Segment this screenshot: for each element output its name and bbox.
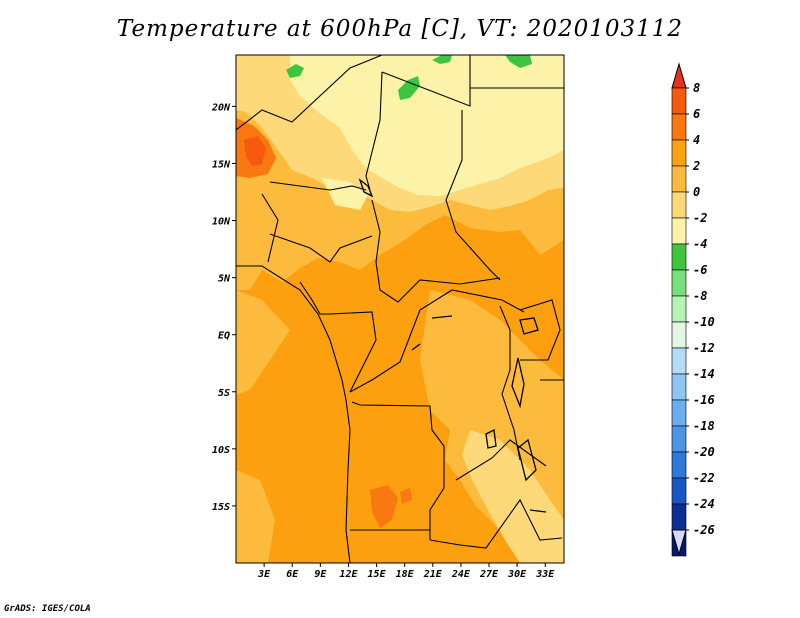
colorbar-label: -18 (693, 419, 715, 433)
latitude-axis: 20N 15N 10N 5N EQ 5S 10S 15S (211, 102, 236, 513)
field-neg2-to-0-se (462, 430, 564, 563)
colorbar-label: -6 (693, 263, 707, 277)
colorbar-label: -8 (693, 289, 707, 303)
colorbar-label: -4 (693, 237, 707, 251)
field-0-to-2-west (236, 290, 290, 395)
map-frame (235, 54, 565, 564)
colorbar-segment (671, 191, 687, 219)
colorbar-bottom-arrow (671, 529, 687, 556)
colorbar-segment (671, 399, 687, 427)
lon-tick-label: 18E (396, 569, 415, 580)
field-neg6-green-1 (286, 64, 304, 78)
lon-tick-label: 12E (339, 569, 358, 580)
colorbar-segment (671, 165, 687, 193)
lat-tick-label: 15S (212, 502, 230, 513)
colorbar-segment (671, 243, 687, 271)
colorbar-label: -20 (693, 445, 715, 459)
lat-tick-label: 10S (212, 445, 230, 456)
country-borders (236, 55, 564, 563)
field-6-to-8 (244, 136, 266, 166)
lon-tick-label: 27E (479, 569, 499, 580)
colorbar-segment (671, 425, 687, 453)
field-neg4-to-neg2 (290, 55, 564, 196)
field-0-to-2-sw (236, 470, 275, 563)
colorbar-label: 8 (693, 81, 700, 95)
lon-tick-label: 15E (368, 569, 387, 580)
chart-title: Temperature at 600hPa [C], VT: 202010311… (116, 16, 684, 42)
colorbar-label: -16 (693, 393, 715, 407)
lon-tick-label: 30E (507, 569, 527, 580)
colorbar-segment (671, 373, 687, 401)
colorbar-segment (671, 87, 687, 115)
lat-tick-label: 10N (212, 217, 231, 228)
lon-tick-label: 21E (423, 569, 443, 580)
lat-tick-label: 20N (211, 102, 231, 113)
lon-tick-label: 9E (314, 569, 327, 580)
field-neg6-green-4 (505, 55, 532, 68)
lon-tick-label: 33E (535, 569, 555, 580)
lat-tick-label: 5S (218, 388, 230, 399)
field-neg6-green-3 (432, 55, 452, 64)
lat-tick-label: 15N (212, 159, 231, 170)
lon-tick-label: 6E (286, 569, 299, 580)
colorbar-segment (671, 217, 687, 245)
colorbar-segment (671, 477, 687, 505)
lon-tick-label: 3E (257, 569, 271, 580)
colorbar-label: -2 (693, 211, 707, 225)
lakes (358, 178, 547, 513)
colorbar-segment (671, 503, 687, 531)
colorbar-segment (671, 139, 687, 167)
temperature-field (236, 55, 564, 563)
colorbar-segment (671, 269, 687, 297)
grads-credit: GrADS: IGES/COLA (4, 604, 91, 614)
colorbar-label: -10 (693, 315, 715, 329)
colorbar-segment (671, 347, 687, 375)
colorbar-label: -12 (693, 341, 715, 355)
colorbar-label: -24 (693, 497, 715, 511)
colorbar-label: -26 (693, 523, 715, 537)
colorbar-label: 4 (693, 133, 700, 147)
field-neg4-to-neg2-center (322, 178, 368, 210)
field-4-to-6-south (370, 485, 398, 528)
colorbar-label: 2 (692, 159, 700, 173)
lon-tick-label: 24E (451, 569, 471, 580)
colorbar-top-arrow (671, 62, 687, 89)
lat-tick-label: EQ (218, 331, 230, 342)
colorbar-segment (671, 295, 687, 323)
field-4-to-6-south-2 (400, 488, 412, 504)
longitude-axis: 3E 6E 9E 12E 15E 18E 21E 24E 27E 30E 33E (257, 563, 555, 580)
colorbar-label: -22 (693, 471, 715, 485)
colorbar-segment (671, 451, 687, 479)
colorbar-label: 6 (693, 107, 700, 121)
colorbar-label: -14 (693, 367, 715, 381)
colorbar-segment (671, 113, 687, 141)
lat-tick-label: 5N (218, 274, 231, 285)
field-neg6-green-2 (398, 76, 420, 100)
colorbar: 8 6 4 2 0 -2 -4 -6 -8 -10 -12 -14 -16 -18 -20 -22 -24 -26 (671, 62, 715, 557)
colorbar-segment (671, 321, 687, 349)
colorbar-label: 0 (693, 185, 700, 199)
